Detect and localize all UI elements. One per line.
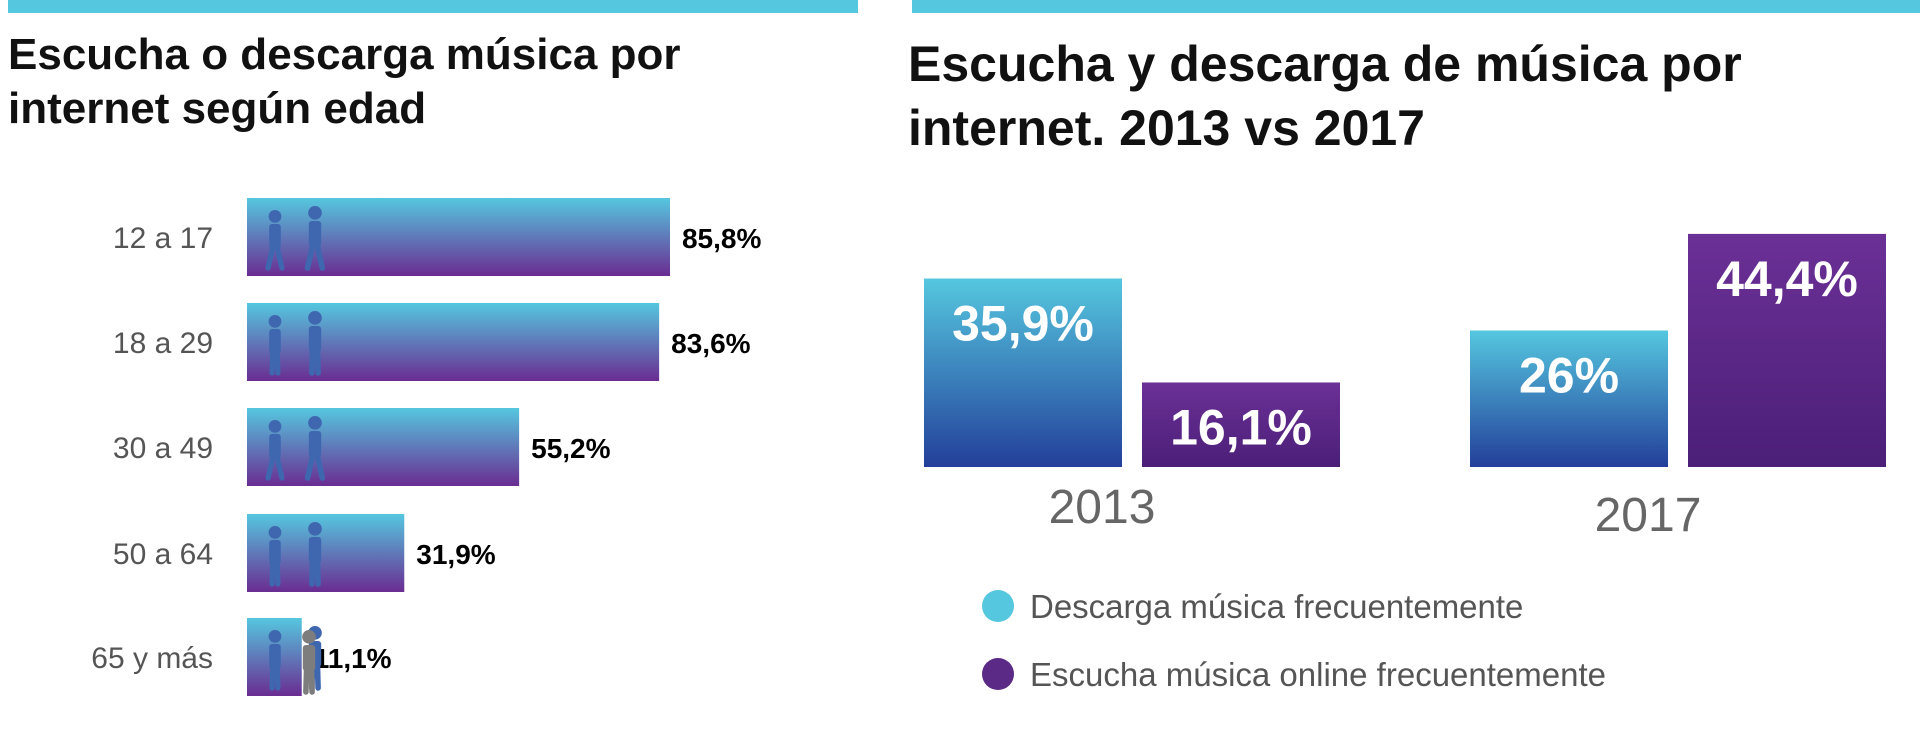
year-bar <box>1470 330 1668 467</box>
year-axis-label: 2013 <box>1049 481 1156 534</box>
age-value-label: 11,1% <box>314 643 392 674</box>
legend-label: Descarga música frecuentemente <box>1030 588 1523 625</box>
age-value-label: 83,6% <box>671 328 750 359</box>
age-bar <box>247 408 520 486</box>
legend-label: Escucha música online frecuentemente <box>1030 656 1606 693</box>
right-accent-line <box>912 0 1920 13</box>
age-value-label: 55,2% <box>531 433 610 464</box>
year-bar-chart: 35,9% 16,1% 2013 26% 44,4% 2017 <box>924 233 1886 542</box>
standing-couple-icon <box>268 311 322 376</box>
year-bar <box>1142 382 1340 467</box>
age-bar-chart: 12 a 17 85,8% 18 a 29 83,6% 30 a 49 55,2% 50 a… <box>91 198 761 696</box>
year-axis-label: 2017 <box>1595 489 1702 542</box>
age-category-label: 30 a 49 <box>113 432 213 465</box>
left-chart-title: Escucha o descarga música por internet s… <box>8 30 681 133</box>
legend-swatch <box>982 590 1014 622</box>
right-chart-title: Escucha y descarga de música por interne… <box>908 36 1742 156</box>
year-bar-value-label: 35,9% <box>952 296 1094 352</box>
seniors-icon <box>268 626 322 695</box>
year-bar-value-label: 44,4% <box>1716 251 1858 307</box>
year-bar <box>1688 233 1886 467</box>
age-category-label: 18 a 29 <box>113 327 213 360</box>
standing-adults-icon <box>268 522 322 587</box>
left-accent-line <box>8 0 858 13</box>
walking-adults-icon <box>265 416 326 481</box>
age-value-label: 31,9% <box>416 539 495 570</box>
year-bar <box>924 278 1122 467</box>
age-category-label: 12 a 17 <box>113 222 213 255</box>
year-bar-value-label: 16,1% <box>1170 399 1312 455</box>
age-value-label: 85,8% <box>682 223 761 254</box>
legend-swatch <box>982 658 1014 690</box>
age-category-label: 65 y más <box>91 642 213 675</box>
year-chart-legend: Descarga música frecuentemente Escucha mú… <box>982 588 1606 693</box>
year-bar-value-label: 26% <box>1519 348 1619 404</box>
walking-youths-icon <box>265 206 326 271</box>
age-category-label: 50 a 64 <box>113 538 213 571</box>
